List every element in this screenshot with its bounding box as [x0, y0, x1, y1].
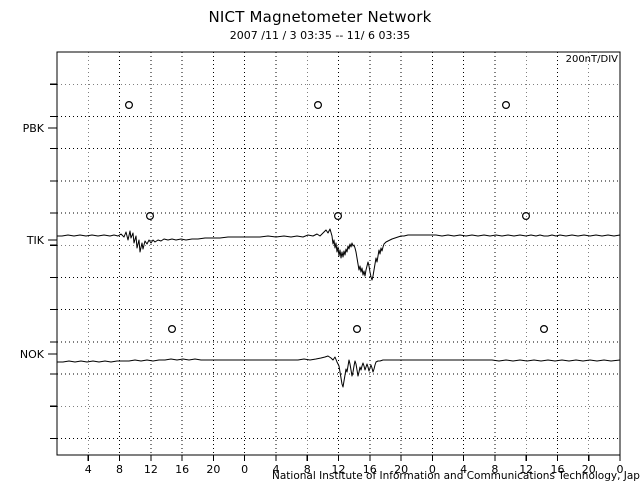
x-tick-label: 20 — [394, 463, 408, 476]
x-tick-label: 12 — [144, 463, 158, 476]
x-tick-label: 12 — [332, 463, 346, 476]
y-station-label-tik: TIK — [26, 234, 45, 247]
x-tick-label: 0 — [429, 463, 436, 476]
x-tick-label: 8 — [304, 463, 311, 476]
y-station-label-nok: NOK — [20, 348, 45, 361]
local-time-marker-pbk — [314, 100, 323, 109]
x-tick-label: 12 — [519, 463, 533, 476]
x-tick-label: 8 — [491, 463, 498, 476]
trace-nok — [56, 355, 621, 388]
x-tick-label: 8 — [116, 463, 123, 476]
local-time-marker-tik — [146, 212, 155, 221]
local-time-marker-tik — [334, 212, 343, 221]
x-axis-labels: 4 8 12 16 20 0 4 8 12 16 20 0 4 8 12 16 20 0 — [85, 463, 624, 476]
station-traces — [56, 228, 621, 388]
axis-ticks — [48, 83, 621, 461]
x-tick-label: 0 — [241, 463, 248, 476]
x-tick-label: 4 — [85, 463, 92, 476]
institution-credit: National Institute of Information and Co… — [272, 470, 640, 482]
page-title: NICT Magnetometer Network — [208, 8, 432, 26]
local-time-marker-nok — [168, 325, 177, 334]
x-tick-label: 16 — [363, 463, 377, 476]
x-tick-label: 4 — [272, 463, 279, 476]
x-tick-label: 20 — [582, 463, 596, 476]
x-tick-label: 16 — [550, 463, 564, 476]
y-station-label-pbk: PBK — [23, 122, 45, 135]
local-time-marker-nok — [353, 325, 362, 334]
scale-annotation: 200nT/DIV — [565, 54, 618, 65]
local-time-markers — [124, 100, 548, 334]
local-time-marker-pbk — [124, 100, 133, 109]
trace-tik — [56, 228, 621, 281]
x-tick-label: 20 — [206, 463, 220, 476]
local-time-marker-pbk — [502, 100, 511, 109]
time-range-subtitle: 2007 /11 / 3 03:35 -- 11/ 6 03:35 — [229, 29, 411, 42]
x-tick-label: 0 — [617, 463, 624, 476]
x-tick-label: 16 — [175, 463, 189, 476]
local-time-marker-tik — [521, 212, 530, 221]
y-axis-labels: PBK TIK NOK — [20, 122, 45, 361]
local-time-marker-nok — [539, 325, 548, 334]
x-tick-label: 4 — [460, 463, 467, 476]
